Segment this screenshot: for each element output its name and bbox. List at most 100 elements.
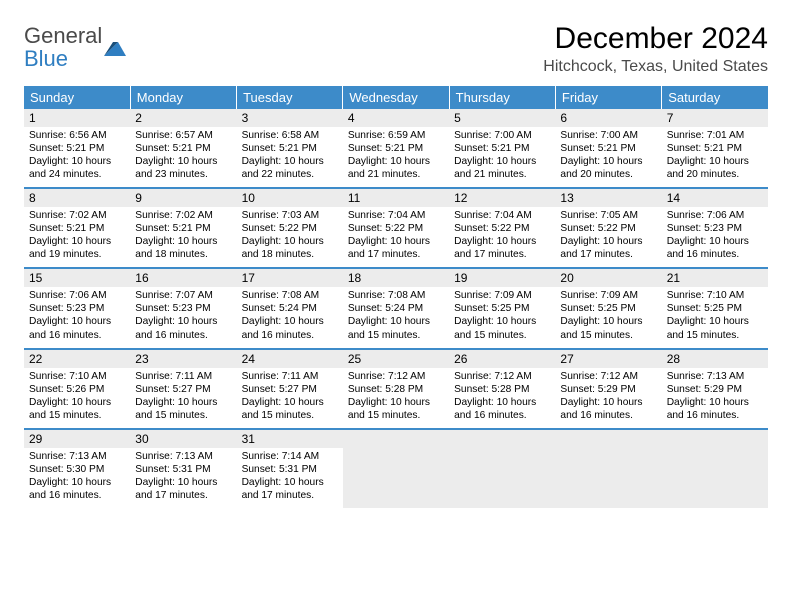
sunrise-line: Sunrise: 7:12 AM [454,370,551,383]
day-body: Sunrise: 7:12 AMSunset: 5:28 PMDaylight:… [343,368,449,428]
sunrise-line: Sunrise: 7:01 AM [667,129,764,142]
day-body: Sunrise: 7:06 AMSunset: 5:23 PMDaylight:… [662,207,768,267]
sunrise-line: Sunrise: 7:00 AM [560,129,657,142]
day-number: 29 [24,430,130,448]
day-body: Sunrise: 7:04 AMSunset: 5:22 PMDaylight:… [343,207,449,267]
sunrise-line: Sunrise: 7:13 AM [667,370,764,383]
sunset-line: Sunset: 5:31 PM [135,463,232,476]
day-number: 16 [130,269,236,287]
sunset-line: Sunset: 5:29 PM [560,383,657,396]
calendar-cell [343,429,449,508]
calendar-row: 29Sunrise: 7:13 AMSunset: 5:30 PMDayligh… [24,429,768,508]
sunrise-line: Sunrise: 7:14 AM [242,450,339,463]
sunset-line: Sunset: 5:21 PM [667,142,764,155]
sunset-line: Sunset: 5:24 PM [348,302,445,315]
calendar-row: 15Sunrise: 7:06 AMSunset: 5:23 PMDayligh… [24,268,768,348]
sunrise-line: Sunrise: 7:10 AM [667,289,764,302]
weekday-header-row: SundayMondayTuesdayWednesdayThursdayFrid… [24,86,768,109]
day-number: 10 [237,189,343,207]
sunrise-line: Sunrise: 7:09 AM [560,289,657,302]
day-number: 15 [24,269,130,287]
day-number: 17 [237,269,343,287]
calendar-cell: 26Sunrise: 7:12 AMSunset: 5:28 PMDayligh… [449,349,555,429]
calendar-cell: 16Sunrise: 7:07 AMSunset: 5:23 PMDayligh… [130,268,236,348]
day-number: 18 [343,269,449,287]
daylight-line: Daylight: 10 hours and 16 minutes. [29,476,126,502]
sunset-line: Sunset: 5:21 PM [135,142,232,155]
weekday-header: Thursday [449,86,555,109]
calendar-row: 8Sunrise: 7:02 AMSunset: 5:21 PMDaylight… [24,188,768,268]
daylight-line: Daylight: 10 hours and 21 minutes. [348,155,445,181]
sunset-line: Sunset: 5:31 PM [242,463,339,476]
daylight-line: Daylight: 10 hours and 21 minutes. [454,155,551,181]
daylight-line: Daylight: 10 hours and 22 minutes. [242,155,339,181]
calendar-cell: 4Sunrise: 6:59 AMSunset: 5:21 PMDaylight… [343,109,449,188]
sunset-line: Sunset: 5:27 PM [242,383,339,396]
sunrise-line: Sunrise: 7:02 AM [135,209,232,222]
calendar-row: 1Sunrise: 6:56 AMSunset: 5:21 PMDaylight… [24,109,768,188]
day-body: Sunrise: 7:11 AMSunset: 5:27 PMDaylight:… [237,368,343,428]
calendar-table: SundayMondayTuesdayWednesdayThursdayFrid… [24,86,768,508]
sunset-line: Sunset: 5:25 PM [667,302,764,315]
calendar-cell: 20Sunrise: 7:09 AMSunset: 5:25 PMDayligh… [555,268,661,348]
daylight-line: Daylight: 10 hours and 20 minutes. [667,155,764,181]
day-number: 11 [343,189,449,207]
day-body: Sunrise: 7:14 AMSunset: 5:31 PMDaylight:… [237,448,343,508]
sunset-line: Sunset: 5:24 PM [242,302,339,315]
day-body: Sunrise: 7:11 AMSunset: 5:27 PMDaylight:… [130,368,236,428]
daylight-line: Daylight: 10 hours and 18 minutes. [242,235,339,261]
day-number: 14 [662,189,768,207]
day-body: Sunrise: 7:13 AMSunset: 5:29 PMDaylight:… [662,368,768,428]
logo-text: General Blue [24,24,102,70]
day-number: 23 [130,350,236,368]
day-number: 7 [662,109,768,127]
day-number: 19 [449,269,555,287]
calendar-cell: 9Sunrise: 7:02 AMSunset: 5:21 PMDaylight… [130,188,236,268]
sunset-line: Sunset: 5:28 PM [348,383,445,396]
day-number: 25 [343,350,449,368]
day-body: Sunrise: 7:08 AMSunset: 5:24 PMDaylight:… [343,287,449,347]
sunset-line: Sunset: 5:21 PM [29,142,126,155]
day-number: 8 [24,189,130,207]
daylight-line: Daylight: 10 hours and 20 minutes. [560,155,657,181]
calendar-cell: 7 Sunrise: 7:01 AMSunset: 5:21 PMDaylight… [662,109,768,188]
sunrise-line: Sunrise: 7:02 AM [29,209,126,222]
header: General Blue December 2024 Hitchcock, Te… [24,22,768,76]
weekday-header: Monday [130,86,236,109]
day-number: 26 [449,350,555,368]
calendar-cell: 2Sunrise: 6:57 AMSunset: 5:21 PMDaylight… [130,109,236,188]
day-body: Sunrise: 7:12 AMSunset: 5:29 PMDaylight:… [555,368,661,428]
sunset-line: Sunset: 5:26 PM [29,383,126,396]
sunset-line: Sunset: 5:22 PM [348,222,445,235]
calendar-cell: 3Sunrise: 6:58 AMSunset: 5:21 PMDaylight… [237,109,343,188]
calendar-cell: 28Sunrise: 7:13 AMSunset: 5:29 PMDayligh… [662,349,768,429]
day-body: Sunrise: 6:59 AMSunset: 5:21 PMDaylight:… [343,127,449,187]
calendar-cell: 23Sunrise: 7:11 AMSunset: 5:27 PMDayligh… [130,349,236,429]
day-number: 2 [130,109,236,127]
day-number: 27 [555,350,661,368]
calendar-cell: 22Sunrise: 7:10 AMSunset: 5:26 PMDayligh… [24,349,130,429]
day-number: 6 [555,109,661,127]
day-body: Sunrise: 7:05 AMSunset: 5:22 PMDaylight:… [555,207,661,267]
sunrise-line: Sunrise: 7:00 AM [454,129,551,142]
calendar-cell: 12Sunrise: 7:04 AMSunset: 5:22 PMDayligh… [449,188,555,268]
logo-arrow-icon [104,38,126,56]
day-body: Sunrise: 7:10 AMSunset: 5:26 PMDaylight:… [24,368,130,428]
daylight-line: Daylight: 10 hours and 15 minutes. [454,315,551,341]
calendar-cell: 13Sunrise: 7:05 AMSunset: 5:22 PMDayligh… [555,188,661,268]
calendar-cell [449,429,555,508]
daylight-line: Daylight: 10 hours and 17 minutes. [454,235,551,261]
sunset-line: Sunset: 5:21 PM [242,142,339,155]
daylight-line: Daylight: 10 hours and 16 minutes. [454,396,551,422]
calendar-cell: 8Sunrise: 7:02 AMSunset: 5:21 PMDaylight… [24,188,130,268]
day-number: 13 [555,189,661,207]
sunrise-line: Sunrise: 7:04 AM [348,209,445,222]
title-block: December 2024 Hitchcock, Texas, United S… [543,22,768,76]
day-body: Sunrise: 6:58 AMSunset: 5:21 PMDaylight:… [237,127,343,187]
sunrise-line: Sunrise: 7:07 AM [135,289,232,302]
logo: General Blue [24,22,126,70]
calendar-cell [555,429,661,508]
sunset-line: Sunset: 5:27 PM [135,383,232,396]
weekday-header: Wednesday [343,86,449,109]
calendar-cell: 29Sunrise: 7:13 AMSunset: 5:30 PMDayligh… [24,429,130,508]
